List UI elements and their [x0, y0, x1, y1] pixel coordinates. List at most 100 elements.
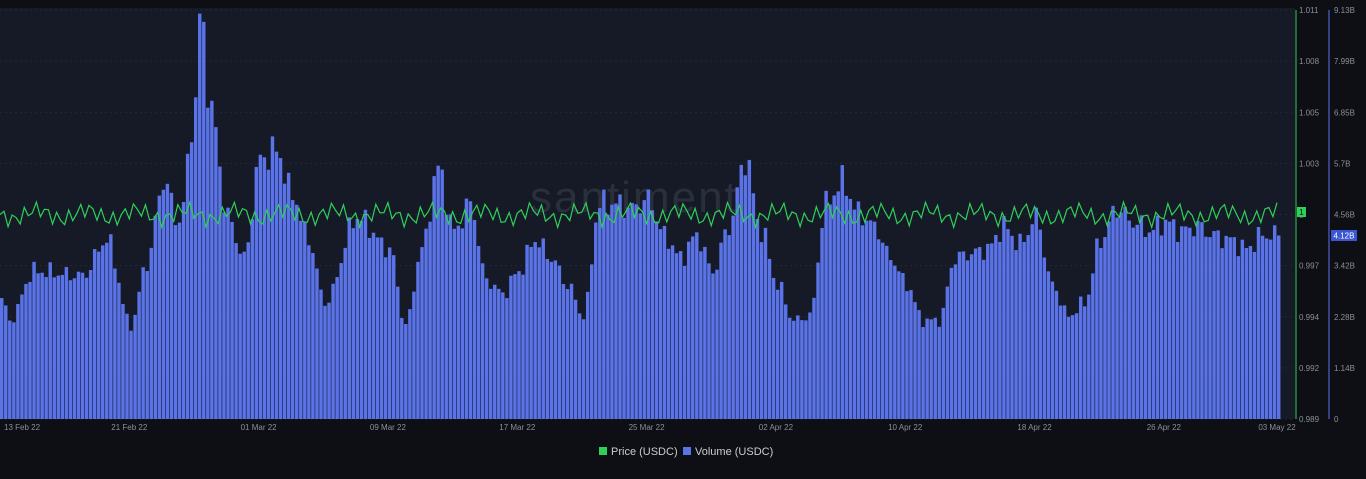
volume-bar [347, 217, 351, 419]
volume-bar [1127, 220, 1131, 419]
volume-bar [1014, 250, 1018, 419]
volume-bar [1087, 294, 1091, 419]
volume-bar [1196, 221, 1200, 419]
volume-bar [751, 193, 756, 419]
volume-bar [1066, 316, 1071, 419]
volume-bar [686, 241, 691, 419]
legend-item-price[interactable]: Price (USDC) [599, 446, 678, 458]
volume-bar [678, 251, 683, 419]
price-tick-label: 1.011 [1299, 6, 1319, 15]
volume-bar [731, 215, 735, 419]
volume-bar [828, 204, 832, 419]
legend-price-label: Price (USDC) [611, 446, 678, 458]
volume-tick-label: 5.7B [1334, 159, 1350, 168]
volume-bar [1272, 225, 1277, 419]
volume-bar [161, 189, 166, 419]
volume-bar [299, 220, 303, 419]
volume-bar [234, 243, 238, 419]
volume-bar [743, 175, 748, 419]
volume-bar [642, 200, 646, 419]
volume-bar [691, 236, 695, 419]
volume-bar [1099, 247, 1103, 419]
volume-bar [339, 263, 343, 419]
volume-badge-value: 4.12B [1334, 232, 1355, 241]
volume-bar [1277, 235, 1281, 419]
volume-bar [977, 247, 982, 419]
volume-bar [650, 210, 655, 419]
volume-bar [585, 291, 590, 419]
volume-bar [1010, 235, 1014, 419]
volume-bar [258, 154, 263, 419]
volume-bar [169, 192, 174, 419]
price-tick-label: 0.994 [1299, 313, 1320, 322]
volume-bar [682, 265, 687, 419]
price-tick-label: 0.997 [1299, 262, 1320, 271]
volume-bar [1050, 281, 1055, 419]
volume-bar [856, 201, 861, 419]
volume-bar [391, 255, 396, 419]
volume-bar [452, 228, 457, 419]
volume-bar [379, 237, 384, 419]
legend-item-volume[interactable]: Volume (USDC) [683, 446, 773, 458]
volume-bar [723, 229, 727, 419]
volume-bar [646, 189, 651, 419]
volume-bar [456, 225, 461, 419]
volume-bar [1180, 226, 1184, 419]
volume-bar [779, 281, 784, 419]
volume-bar [893, 265, 897, 419]
volume-bar [626, 207, 630, 419]
volume-bar [1248, 245, 1253, 419]
volume-bar [32, 261, 36, 419]
volume-bar [206, 107, 210, 419]
volume-bar [1260, 235, 1265, 419]
volume-bar [343, 247, 347, 419]
volume-bar [412, 291, 416, 419]
volume-bar [359, 220, 364, 419]
volume-bar [1236, 256, 1241, 419]
volume-bar [1095, 238, 1099, 419]
volume-bar [84, 277, 89, 419]
volume-bar [577, 313, 582, 419]
volume-bar [238, 253, 242, 419]
volume-bar [497, 288, 501, 419]
volume-bar [440, 169, 444, 419]
volume-bar [569, 283, 574, 419]
volume-bar [230, 221, 234, 419]
volume-bar [1042, 257, 1047, 419]
volume-bar [432, 176, 436, 419]
volume-bar [610, 204, 614, 419]
volume-bar [303, 222, 307, 419]
volume-bar [800, 320, 804, 419]
volume-bar [557, 265, 562, 419]
volume-bar [44, 277, 48, 419]
x-tick-label: 25 Mar 22 [629, 423, 666, 432]
volume-bar [20, 294, 24, 419]
volume-bar [1143, 237, 1148, 419]
volume-bar [4, 305, 8, 419]
volume-tick-label: 1.14B [1334, 364, 1355, 373]
volume-bar [1228, 237, 1232, 419]
volume-bar [40, 272, 44, 419]
volume-bar [493, 284, 497, 419]
volume-bars [0, 13, 1281, 420]
volume-bar [513, 274, 517, 419]
volume-bar [990, 243, 994, 419]
volume-bar [153, 215, 158, 419]
volume-bar [973, 248, 978, 419]
volume-bar [905, 291, 909, 419]
price-tick-label: 1.003 [1299, 159, 1320, 168]
volume-bar [1135, 224, 1140, 419]
volume-bar [68, 280, 73, 419]
legend-volume-label: Volume (USDC) [695, 446, 773, 458]
volume-bar [553, 260, 558, 419]
volume-bar [755, 219, 760, 419]
volume-bar [852, 209, 857, 419]
volume-bar [117, 282, 121, 419]
volume-bar [274, 151, 279, 420]
volume-bar [254, 166, 259, 419]
volume-bar [282, 183, 287, 419]
volume-bar [476, 246, 481, 419]
price-badge: 1 [1297, 207, 1306, 217]
